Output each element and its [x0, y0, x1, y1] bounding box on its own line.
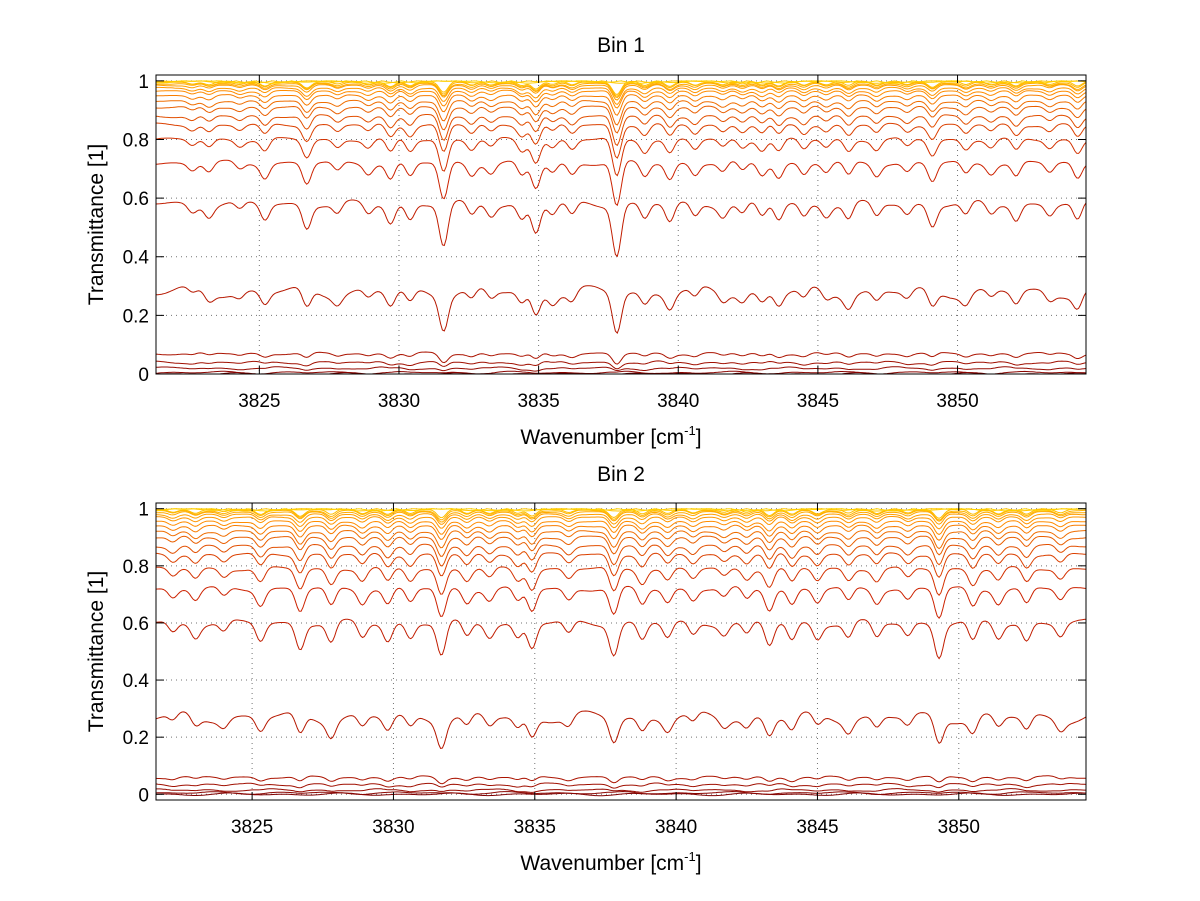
- series-line: [156, 543, 1086, 567]
- x-axis-label: Wavenumber [cm-1]: [520, 423, 701, 449]
- x-ticks: 3825 3830 3835 3840 3845 3850: [231, 503, 980, 838]
- series-line: [156, 114, 1086, 147]
- series-line: [156, 790, 1086, 795]
- x-tick-label: 3845: [797, 391, 839, 412]
- series-line: [156, 524, 1086, 541]
- series-line: [156, 535, 1086, 557]
- series-line: [156, 80, 1086, 84]
- x-tick-label: 3850: [938, 817, 980, 838]
- series-line: [156, 84, 1086, 101]
- x-tick-label: 3825: [238, 391, 280, 412]
- chart-title: Bin 2: [597, 463, 645, 486]
- series-line: [156, 81, 1086, 97]
- y-tick-label: 0.2: [123, 306, 149, 327]
- series-line: [156, 366, 1086, 372]
- x-tick-label: 3840: [657, 391, 699, 412]
- x-tick-label: 3835: [517, 391, 559, 412]
- series-line: [156, 137, 1086, 177]
- series-line: [156, 792, 1086, 797]
- series-line: [156, 94, 1086, 116]
- series-line: [156, 516, 1086, 530]
- x-tick-label: 3830: [378, 391, 420, 412]
- y-axis-label: Transmittance [1]: [85, 571, 108, 732]
- series-line: [156, 710, 1086, 749]
- series-line: [156, 566, 1086, 596]
- series-line: [156, 80, 1086, 96]
- x-tick-label: 3840: [655, 817, 697, 838]
- series-line: [156, 585, 1086, 620]
- series-line: [156, 529, 1086, 550]
- series-line: [156, 89, 1086, 109]
- chart-bin-2: Bin 2 3825 3830 3835 3840 3845 3850 0 0.2 0.4 0.…: [85, 463, 1087, 875]
- axes-frame: [155, 502, 1087, 801]
- x-ticks: 3825 3830 3835 3840 3845 3850: [238, 75, 979, 412]
- chart-bin-1: Bin 1 3825 3830 3835 3840 3845 3850 0 0.2 0.4 0.…: [85, 34, 1087, 449]
- y-tick-label: 0: [138, 785, 149, 806]
- x-tick-label: 3825: [231, 817, 273, 838]
- y-tick-label: 0.8: [123, 130, 149, 151]
- y-ticks: 0 0.2 0.4 0.6 0.8 1: [123, 72, 1086, 386]
- series-line: [156, 511, 1086, 523]
- series-line: [156, 788, 1086, 793]
- series-group: [156, 80, 1086, 374]
- y-tick-label: 0.2: [123, 728, 149, 749]
- series-line: [156, 508, 1086, 519]
- series-line: [156, 618, 1086, 660]
- chart-title: Bin 1: [597, 34, 645, 57]
- x-axis-label: Wavenumber [cm-1]: [520, 849, 701, 875]
- y-tick-label: 0: [138, 365, 149, 386]
- series-line: [156, 509, 1086, 521]
- x-tick-label: 3830: [372, 817, 414, 838]
- series-line: [156, 80, 1086, 84]
- series-group: [156, 508, 1086, 797]
- y-axis-label: Transmittance [1]: [85, 144, 108, 305]
- y-tick-label: 1: [138, 72, 149, 93]
- series-line: [156, 351, 1086, 365]
- y-ticks: 0 0.2 0.4 0.6 0.8 1: [123, 500, 1086, 806]
- series-line: [156, 285, 1086, 335]
- y-tick-label: 0.8: [123, 557, 149, 578]
- series-line: [156, 360, 1086, 370]
- axes-frame: [155, 74, 1087, 375]
- grid: [156, 503, 1086, 800]
- series-line: [156, 105, 1086, 134]
- y-tick-label: 0.4: [123, 248, 150, 269]
- series-line: [156, 122, 1086, 159]
- x-tick-label: 3850: [936, 391, 978, 412]
- y-tick-label: 0.4: [123, 671, 150, 692]
- grid: [156, 75, 1086, 375]
- series-line: [156, 775, 1086, 785]
- series-line: [156, 520, 1086, 536]
- y-tick-label: 1: [138, 500, 149, 521]
- x-tick-label: 3835: [514, 817, 556, 838]
- x-tick-label: 3845: [796, 817, 838, 838]
- series-line: [156, 99, 1086, 126]
- series-line: [156, 199, 1086, 258]
- series-line: [156, 552, 1086, 579]
- series-line: [156, 86, 1086, 105]
- y-tick-label: 0.6: [123, 189, 149, 210]
- series-line: [156, 159, 1086, 207]
- series-line: [156, 508, 1086, 512]
- series-line: [156, 370, 1086, 374]
- y-tick-label: 0.6: [123, 614, 149, 635]
- series-line: [156, 513, 1086, 525]
- series-line: [156, 782, 1086, 789]
